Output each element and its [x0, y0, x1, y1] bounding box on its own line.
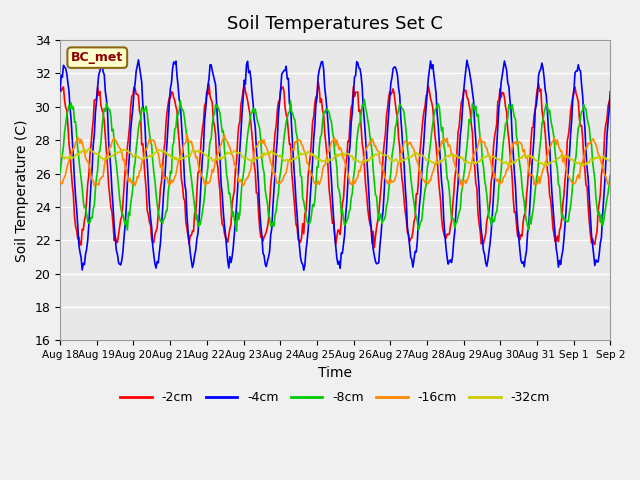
Legend: -2cm, -4cm, -8cm, -16cm, -32cm: -2cm, -4cm, -8cm, -16cm, -32cm — [115, 386, 555, 409]
Y-axis label: Soil Temperature (C): Soil Temperature (C) — [15, 119, 29, 262]
Text: BC_met: BC_met — [71, 51, 124, 64]
X-axis label: Time: Time — [318, 366, 352, 380]
Title: Soil Temperatures Set C: Soil Temperatures Set C — [227, 15, 443, 33]
